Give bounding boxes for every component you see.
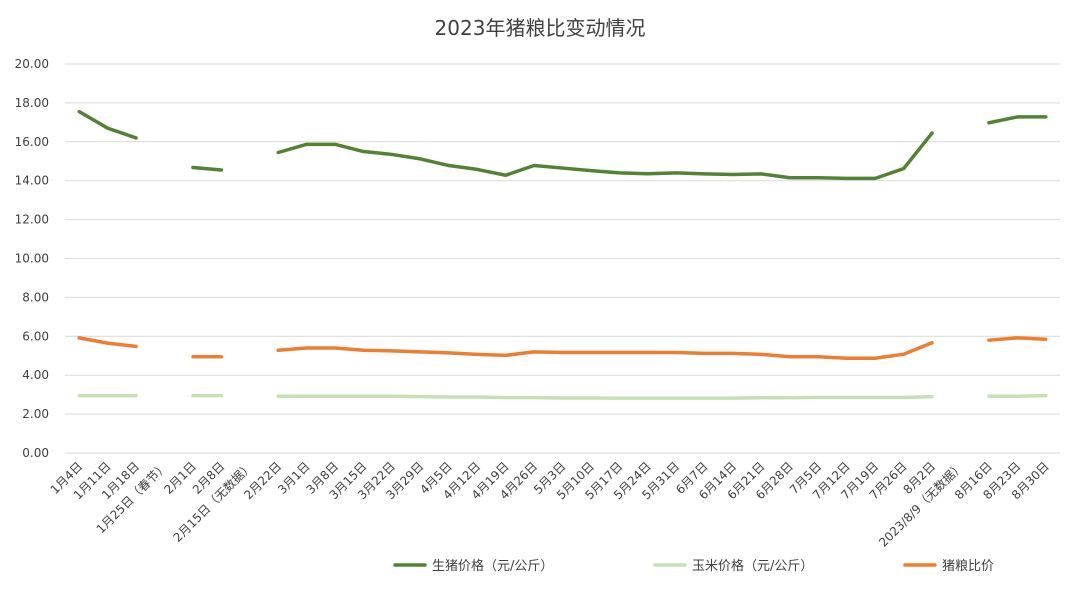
series-2 (77, 393, 1048, 400)
series-line-segment (276, 394, 934, 400)
y-tick-label: 0.00 (22, 446, 49, 460)
y-axis-ticks: 0.00 2.00 4.00 6.00 8.00 10.00 12.00 14.00 16.00… (15, 57, 49, 460)
legend-label: 玉米价格（元/公斤） (692, 558, 813, 574)
legend-label: 猪粮比价 (942, 559, 994, 574)
series-line-segment (276, 131, 934, 181)
series-1 (77, 109, 1048, 181)
series-line-segment (191, 165, 224, 172)
y-tick-label: 12.00 (15, 213, 49, 227)
y-tick-label: 2.00 (22, 407, 49, 421)
series-line-segment (987, 115, 1048, 125)
x-axis-ticks: 1月4日1月11日1月18日1月25日（春节）2月1日2月8日2月15日（无数据… (48, 459, 1052, 550)
y-tick-label: 8.00 (22, 290, 49, 304)
y-tick-label: 16.00 (15, 135, 49, 149)
series-layer (77, 109, 1048, 400)
y-tick-label: 6.00 (22, 329, 49, 343)
series-line-segment (77, 336, 138, 349)
series-line-segment (276, 340, 934, 361)
legend-label: 生猪价格（元/公斤） (432, 558, 553, 574)
y-tick-label: 4.00 (22, 368, 49, 382)
y-tick-label: 10.00 (15, 252, 49, 266)
y-tick-label: 20.00 (15, 57, 49, 71)
series-line-segment (987, 336, 1048, 342)
legend: 生猪价格（元/公斤） 玉米价格（元/公斤） 猪粮比价 (393, 558, 994, 574)
y-tick-label: 14.00 (15, 174, 49, 188)
series-3 (77, 336, 1048, 361)
grid-layer (65, 63, 1060, 454)
series-line-segment (987, 393, 1048, 398)
series-line-segment (77, 109, 138, 140)
y-tick-label: 18.00 (15, 96, 49, 110)
chart-title: 2023年猪粮比变动情况 (435, 16, 646, 40)
